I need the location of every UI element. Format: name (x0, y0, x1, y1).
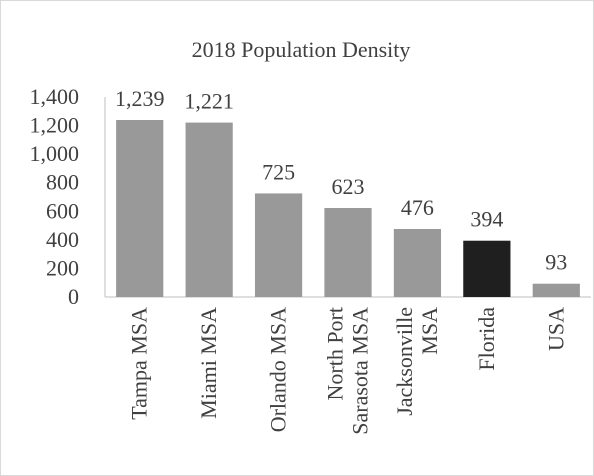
x-tick-label-line: Tampa MSA (127, 307, 152, 420)
y-tick-label: 1,200 (30, 113, 80, 138)
x-tick-label-line: USA (543, 307, 568, 351)
bar (532, 283, 580, 297)
bar (393, 229, 442, 297)
x-tick-label-line: Florida (474, 307, 499, 371)
bar (324, 208, 372, 297)
x-tick-label-line: Jacksonville (392, 307, 417, 416)
y-tick-label: 400 (46, 227, 79, 252)
x-tick-label: Tampa MSA (127, 307, 152, 420)
x-tick-label-line: Orlando MSA (266, 307, 291, 432)
data-label: 1,239 (115, 86, 165, 111)
x-tick-label: Orlando MSA (266, 307, 291, 432)
data-label: 623 (332, 174, 365, 199)
x-tick-label: Florida (474, 307, 499, 371)
x-tick-label-line: North Port (323, 307, 348, 401)
y-tick-label: 1,000 (30, 141, 80, 166)
x-tick-label-line: MSA (417, 307, 442, 355)
data-label: 93 (545, 250, 567, 275)
data-label: 1,221 (184, 89, 234, 114)
data-label: 394 (470, 207, 503, 232)
bar (463, 240, 511, 297)
bar (254, 193, 303, 297)
y-tick-label: 600 (46, 198, 79, 223)
x-tick-label: Miami MSA (196, 307, 221, 419)
y-tick-label: 1,400 (30, 84, 80, 109)
chart-title: 2018 Population Density (192, 37, 411, 62)
x-tick-label-line: Sarasota MSA (348, 307, 373, 435)
x-tick-label: JacksonvilleMSA (392, 307, 442, 416)
data-label: 725 (262, 159, 295, 184)
data-label: 476 (401, 195, 434, 220)
y-tick-label: 0 (68, 284, 79, 309)
x-tick-label-line: Miami MSA (196, 307, 221, 419)
x-tick-label: North PortSarasota MSA (323, 307, 373, 435)
x-tick-label: USA (543, 307, 568, 351)
y-tick-label: 200 (46, 255, 79, 280)
bar (116, 120, 164, 297)
plot-area: 0 200 400 600 800 1,000 1,200 1,400 1,239 Tampa M… (30, 84, 591, 435)
bar (185, 122, 233, 297)
y-tick-label: 800 (46, 170, 79, 195)
